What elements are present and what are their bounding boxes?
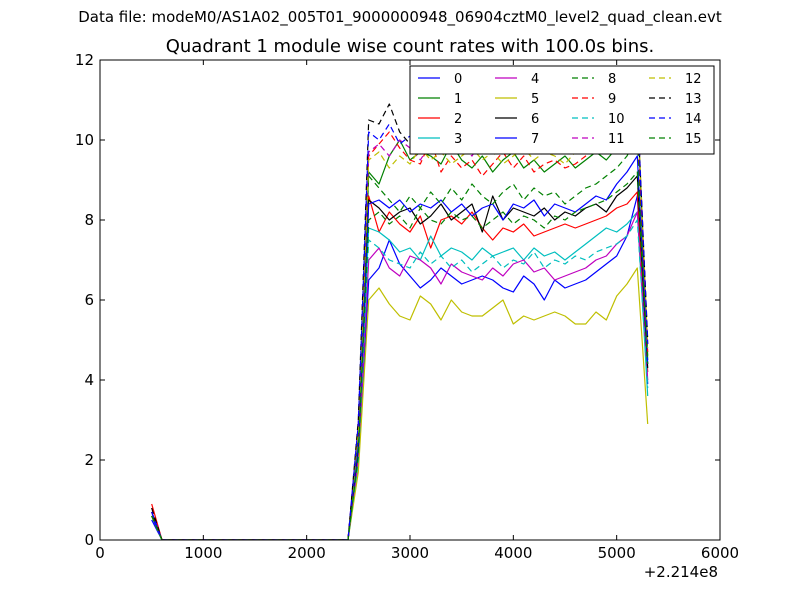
- legend-label: 7: [531, 132, 539, 147]
- y-tick-label: 6: [84, 291, 94, 309]
- series-line-0: [151, 195, 649, 540]
- x-tick-label: 3000: [391, 544, 429, 562]
- legend-label: 9: [608, 92, 616, 107]
- series-line-11: [151, 99, 649, 540]
- series-line-6: [151, 175, 649, 540]
- y-tick-label: 12: [75, 51, 94, 69]
- legend-label: 0: [454, 72, 462, 87]
- x-tick-label: 5000: [598, 544, 636, 562]
- legend-label: 8: [608, 72, 616, 87]
- series-line-2: [151, 191, 649, 540]
- series-line-9: [151, 115, 649, 540]
- y-tick-label: 2: [84, 451, 94, 469]
- series-line-12: [151, 95, 649, 540]
- series-line-7: [151, 155, 649, 540]
- legend-label: 11: [608, 132, 625, 147]
- series-line-5: [151, 267, 649, 540]
- x-tick-label: 1000: [184, 544, 222, 562]
- legend-label: 4: [531, 72, 539, 87]
- series-line-8: [151, 135, 649, 540]
- y-tick-label: 0: [84, 531, 94, 549]
- figure-suptitle: Data file: modeM0/AS1A02_005T01_90000009…: [78, 8, 722, 26]
- y-tick-label: 4: [84, 371, 94, 389]
- y-tick-label: 10: [75, 131, 94, 149]
- x-tick-label: 2000: [288, 544, 326, 562]
- series-line-4: [151, 211, 649, 540]
- series-line-10: [151, 219, 649, 540]
- chart-title: Quadrant 1 module wise count rates with …: [165, 36, 655, 57]
- legend-label: 13: [685, 92, 702, 107]
- legend-label: 1: [454, 92, 462, 107]
- legend-label: 2: [454, 112, 462, 127]
- series-line-3: [151, 211, 649, 540]
- x-tick-label: 0: [95, 544, 105, 562]
- legend-label: 6: [531, 112, 539, 127]
- x-tick-label: 4000: [494, 544, 532, 562]
- legend-label: 12: [685, 72, 702, 87]
- series-line-15: [151, 171, 649, 540]
- legend-label: 15: [685, 132, 702, 147]
- y-tick-label: 8: [84, 211, 94, 229]
- legend-label: 3: [454, 132, 462, 147]
- legend-frame: [409, 65, 715, 155]
- legend-label: 5: [531, 92, 539, 107]
- x-axis-offset-label: +2.214e8: [644, 563, 718, 581]
- legend-label: 10: [608, 112, 625, 127]
- x-tick-label: 6000: [701, 544, 739, 562]
- legend-label: 14: [685, 112, 702, 127]
- series-layer: [151, 95, 649, 540]
